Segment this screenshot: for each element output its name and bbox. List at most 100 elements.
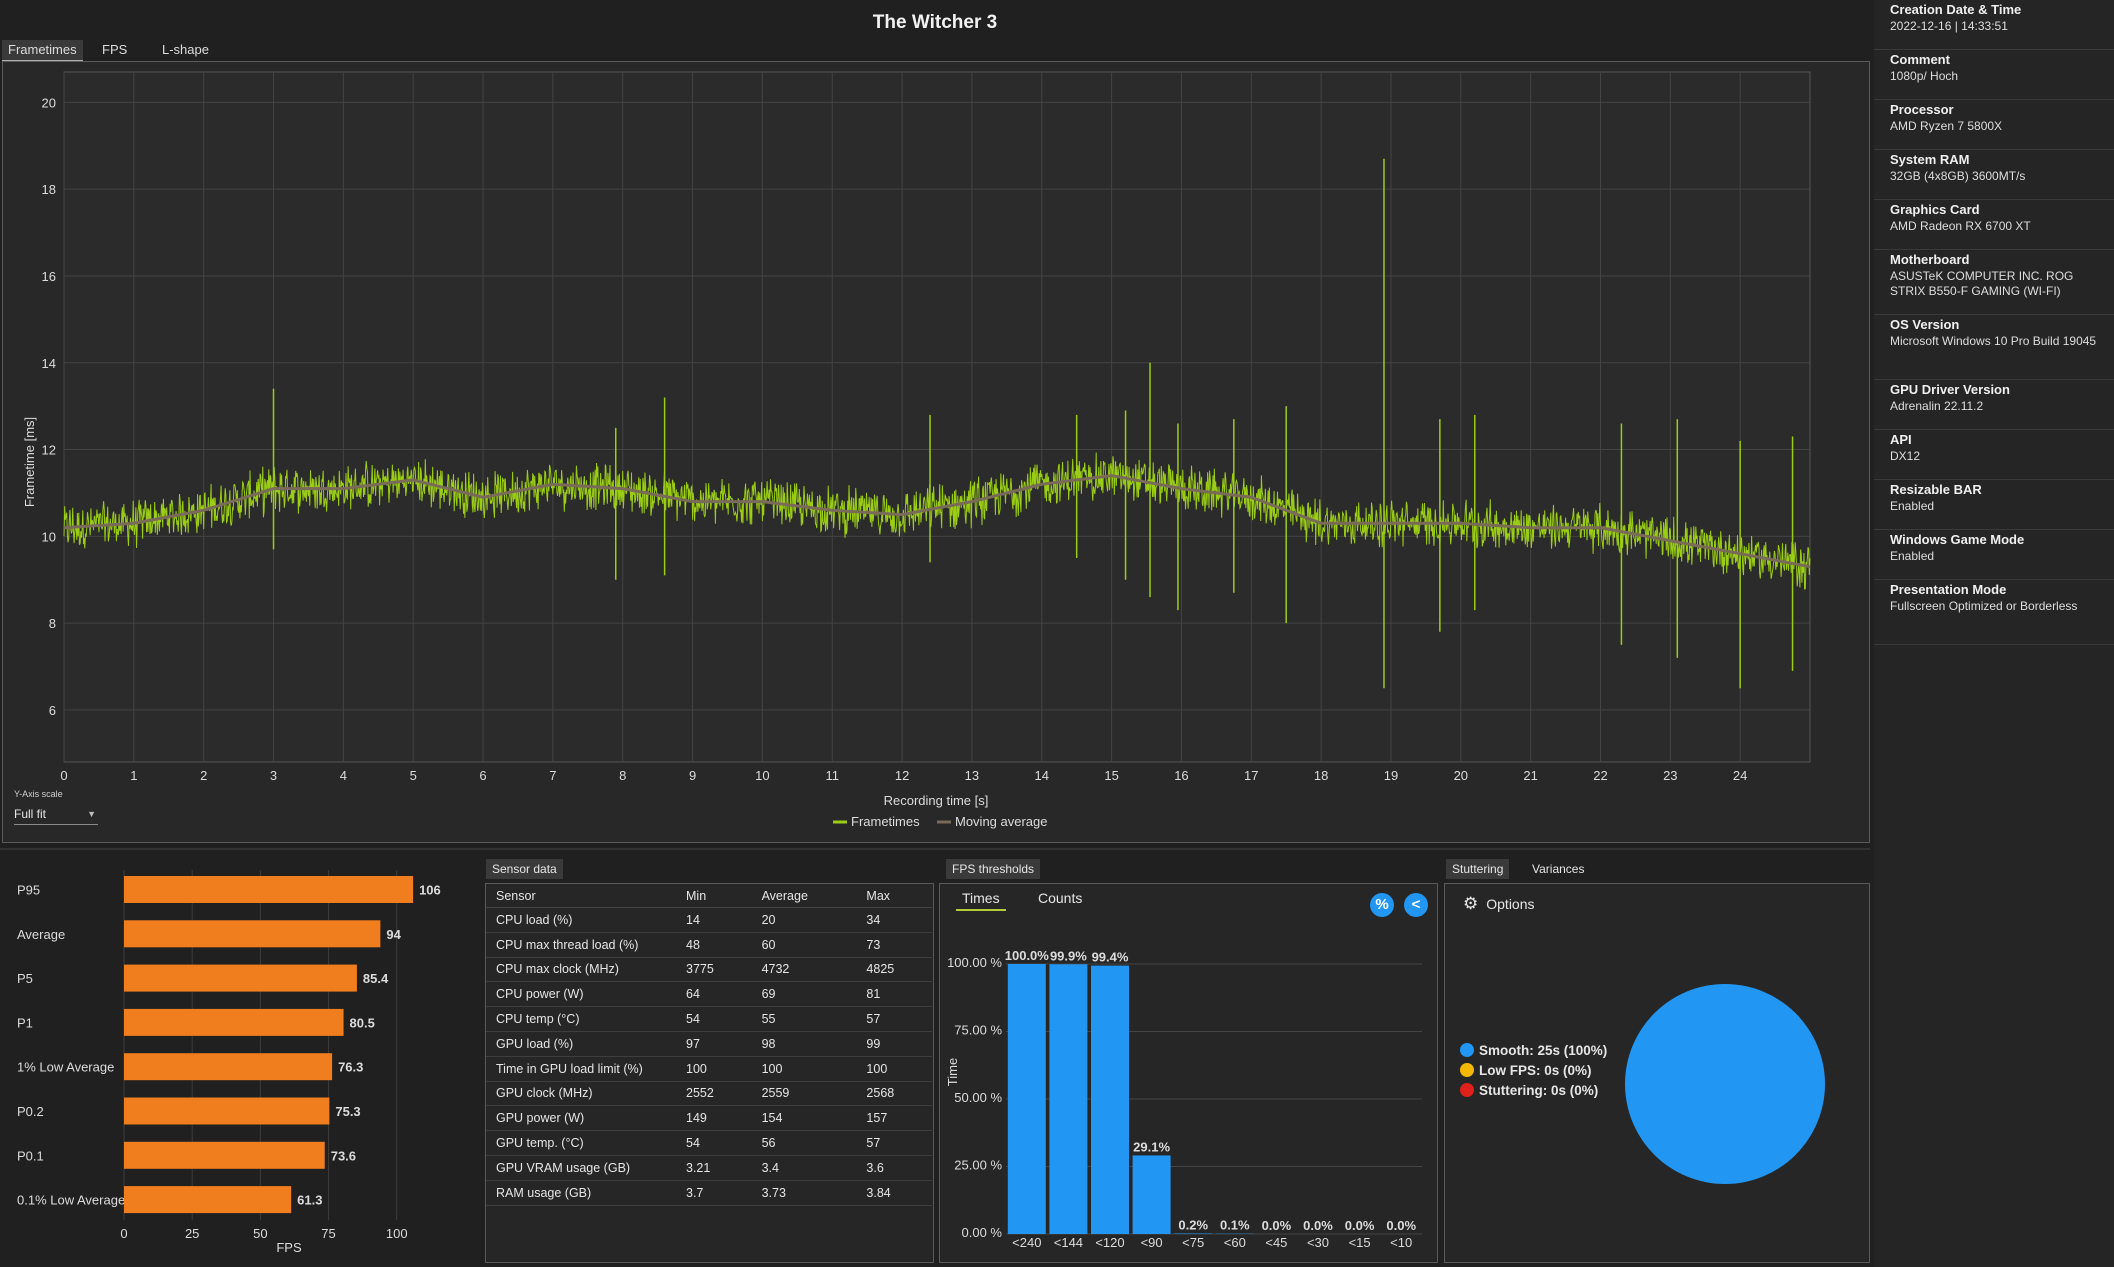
tab-variances[interactable]: Variances: [1532, 862, 1585, 876]
sensor-table: Sensor Min Average Max CPU load (%) 14 20 34 CP…: [486, 884, 932, 1206]
thresholds-y-tick: 100.00 %: [947, 955, 1002, 970]
sensor-cell: 81: [856, 981, 932, 1008]
y-tick-label: 14: [42, 356, 56, 371]
sensor-cell: 2559: [751, 1081, 857, 1107]
threshold-category-label: <10: [1390, 1235, 1412, 1250]
x-tick-label: 22: [1593, 768, 1607, 783]
sidebar-item-value: Adrenalin 22.11.2: [1890, 399, 1984, 413]
sensor-cell: CPU max clock (MHz): [486, 957, 676, 983]
summary-category-label: P0.1: [17, 1148, 44, 1163]
sensor-cell: 2552: [676, 1081, 752, 1107]
sensor-cell: 3.7: [676, 1180, 752, 1206]
sensor-data-panel: Sensor Min Average Max CPU load (%) 14 20 34 CP…: [485, 883, 934, 1263]
options-button[interactable]: ⚙ Options: [1463, 894, 1535, 914]
summary-bar: [124, 1141, 325, 1169]
sidebar-item-value: ASUSTeK COMPUTER INC. ROG STRIX B550-F G…: [1890, 269, 2074, 298]
sensor-cell: 54: [676, 1006, 752, 1032]
summary-x-tick: 75: [321, 1226, 335, 1241]
x-tick-label: 20: [1454, 768, 1468, 783]
y-tick-label: 20: [42, 95, 56, 110]
tab-stuttering[interactable]: Stuttering: [1446, 859, 1510, 879]
sidebar-item-5: Motherboard ASUSTeK COMPUTER INC. ROG STR…: [1874, 250, 2114, 315]
percent-toggle-button[interactable]: %: [1370, 893, 1394, 917]
y-tick-label: 8: [49, 616, 56, 631]
table-row: RAM usage (GB) 3.7 3.73 3.84: [486, 1180, 932, 1206]
threshold-value-label: 99.9%: [1050, 948, 1087, 963]
summary-category-label: 1% Low Average: [17, 1060, 114, 1075]
sidebar-item-9: Resizable BAR Enabled: [1874, 480, 2114, 530]
x-tick-label: 21: [1523, 768, 1537, 783]
threshold-value-label: 100.0%: [1005, 948, 1050, 963]
sensor-cell: 3.21: [676, 1155, 752, 1181]
summary-value-label: 61.3: [297, 1193, 322, 1208]
subtab-times[interactable]: Times: [956, 887, 1006, 911]
sidebar-item-value: DX12: [1890, 449, 1921, 463]
low-fps-dot-icon: [1460, 1063, 1474, 1077]
thresholds-y-tick: 25.00 %: [954, 1158, 1002, 1173]
system-info-sidebar: Creation Date & Time 2022-12-16 | 14:33:5…: [1874, 0, 2114, 1267]
x-tick-label: 16: [1174, 768, 1188, 783]
legend-frametimes: Frametimes: [851, 814, 920, 829]
summary-value-label: 75.3: [335, 1104, 360, 1119]
sensor-cell: GPU load (%): [486, 1031, 676, 1057]
smooth-dot-icon: [1460, 1043, 1474, 1057]
threshold-value-label: 0.0%: [1262, 1218, 1292, 1233]
frametimes-series: [63, 452, 1811, 590]
table-row: GPU VRAM usage (GB) 3.21 3.4 3.6: [486, 1155, 932, 1181]
sensor-cell: 55: [751, 1006, 857, 1032]
summary-x-tick: 0: [120, 1226, 127, 1241]
x-tick-label: 17: [1244, 768, 1258, 783]
sidebar-item-label: Graphics Card: [1890, 202, 1980, 217]
summary-bar: [124, 1186, 292, 1214]
x-tick-label: 3: [270, 768, 277, 783]
sidebar-item-1: Comment 1080p/ Hoch: [1874, 50, 2114, 100]
sensor-cell: 2568: [856, 1081, 932, 1107]
stuttering-dot-icon: [1460, 1083, 1474, 1097]
subtab-counts[interactable]: Counts: [1038, 890, 1083, 906]
table-row: CPU load (%) 14 20 34: [486, 907, 932, 933]
sidebar-item-value: AMD Radeon RX 6700 XT: [1890, 219, 2031, 233]
summary-bar: [124, 1008, 344, 1036]
x-tick-label: 24: [1733, 768, 1747, 783]
sensor-cell: CPU load (%): [486, 907, 676, 933]
summary-value-label: 106: [419, 883, 441, 898]
legend-smooth: Smooth: 25s (100%): [1460, 1041, 1607, 1061]
sensor-cell: 14: [676, 907, 752, 933]
sensor-cell: 99: [856, 1031, 932, 1057]
threshold-category-label: <15: [1349, 1235, 1371, 1250]
tab-l-shape[interactable]: L-shape: [162, 42, 209, 57]
y-axis-scale-dropdown[interactable]: Full fit ▼: [14, 804, 98, 825]
x-tick-label: 8: [619, 768, 626, 783]
summary-value-label: 80.5: [350, 1015, 375, 1030]
fps-thresholds-panel: Times Counts % < 0.00 % 25.00 % 50.00 % 75.…: [939, 883, 1438, 1263]
summary-category-label: P95: [17, 883, 40, 898]
x-tick-label: 18: [1314, 768, 1328, 783]
sensor-cell: 64: [676, 981, 752, 1008]
threshold-bar: [1132, 1155, 1171, 1234]
sensor-cell: 154: [751, 1105, 857, 1132]
section-divider: [0, 848, 1870, 850]
sensor-cell: 54: [676, 1130, 752, 1156]
y-axis-scale-caption: Y-Axis scale: [14, 789, 63, 799]
share-icon[interactable]: <: [1404, 893, 1428, 917]
y-tick-label: 6: [49, 703, 56, 718]
sidebar-item-value: 2022-12-16 | 14:33:51: [1890, 19, 2008, 33]
tab-fps[interactable]: FPS: [102, 42, 128, 57]
tab-frametimes[interactable]: Frametimes: [2, 40, 83, 62]
x-tick-label: 0: [60, 768, 67, 783]
threshold-bar: [1007, 964, 1046, 1234]
sensor-cell: CPU temp (°C): [486, 1006, 676, 1032]
x-tick-label: 15: [1104, 768, 1118, 783]
tab-sensor-data[interactable]: Sensor data: [486, 859, 563, 879]
sensor-cell: 34: [856, 907, 932, 933]
sensor-cell: 3775: [676, 957, 752, 983]
y-axis-label: Frametime [ms]: [22, 417, 37, 507]
x-tick-label: 7: [549, 768, 556, 783]
sensor-cell: 97: [676, 1031, 752, 1057]
sensor-cell: CPU power (W): [486, 981, 676, 1008]
sidebar-item-label: Presentation Mode: [1890, 582, 2007, 597]
summary-bar: [124, 1053, 333, 1081]
chevron-down-icon: ▼: [87, 809, 96, 819]
tab-fps-thresholds[interactable]: FPS thresholds: [946, 859, 1041, 879]
sensor-cell: 157: [856, 1105, 932, 1132]
